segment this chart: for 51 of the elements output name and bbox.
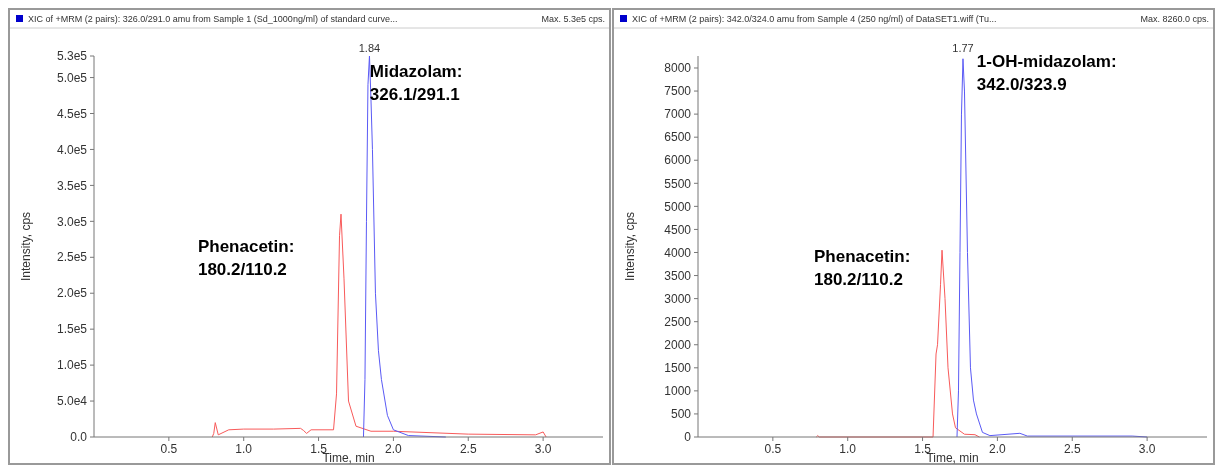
- chart-title: XIC of +MRM (2 pairs): 342.0/324.0 amu from Sample 4 (250 ng/ml) of DataSET1.wiff (Tu...: [632, 14, 997, 24]
- y-tick-label: 6000: [664, 153, 692, 168]
- y-tick-label: 4.0e5: [56, 142, 88, 157]
- y-tick-label: 5.3e5: [56, 49, 88, 64]
- chart-title: XIC of +MRM (2 pairs): 326.0/291.0 amu from Sample 1 (Sd_1000ng/ml) of standard curve...: [28, 14, 398, 24]
- annotation: Phenacetin: 180.2/110.2: [814, 246, 911, 289]
- y-tick-label: 2000: [664, 337, 692, 352]
- y-tick-label: 3.5e5: [56, 178, 88, 193]
- y-tick-label: 1.0e5: [56, 358, 88, 373]
- text: Max. 8260.0 cps.: [1140, 14, 1209, 24]
- x-tick-label: 3.0: [1138, 442, 1156, 456]
- x-tick-label: 0.5: [160, 442, 178, 456]
- x-tick-label: 2.0: [989, 442, 1007, 456]
- x-tick-label: 2.5: [459, 442, 477, 456]
- y-tick-label: 4.5e5: [56, 106, 88, 121]
- y-tick-label: 0.0: [70, 430, 88, 445]
- y-tick-label: 3500: [664, 268, 692, 283]
- y-tick-label: 8000: [664, 61, 692, 76]
- y-tick-label: 1000: [664, 384, 692, 399]
- y-tick-label: 2.5e5: [56, 250, 88, 265]
- y-tick-label: 5.0e5: [56, 70, 88, 85]
- x-tick-label: 3.0: [534, 442, 552, 456]
- y-tick-label: 5.0e4: [56, 394, 88, 409]
- y-tick-label: 5500: [664, 176, 692, 191]
- y-tick-label: 2500: [664, 314, 692, 329]
- y-tick-label: 1.5e5: [56, 322, 88, 337]
- y-tick-label: 0: [684, 430, 692, 445]
- y-tick-label: 4000: [664, 245, 692, 260]
- y-axis-title: Intensity, cps: [19, 211, 33, 282]
- annotation: Phenacetin: 180.2/110.2: [197, 237, 295, 280]
- y-tick-label: 500: [670, 407, 692, 422]
- y-tick-label: 7000: [664, 107, 692, 122]
- x-tick-label: 1.0: [235, 442, 253, 456]
- y-tick-label: 4500: [664, 222, 692, 237]
- y-tick-label: 7500: [664, 84, 692, 99]
- y-tick-label: 3.0e5: [56, 214, 88, 229]
- x-tick-label: 1.0: [839, 442, 857, 456]
- text: Max. 5.3e5 cps.: [541, 14, 605, 24]
- annotation: Midazolam: 326.1/291.1: [369, 61, 463, 104]
- x-tick-label: 0.5: [764, 442, 782, 456]
- y-tick-label: 1500: [664, 361, 692, 376]
- y-tick-label: 5000: [664, 199, 692, 214]
- x-tick-label: 2.0: [385, 442, 403, 456]
- x-tick-label: 2.5: [1063, 442, 1081, 456]
- y-axis-title: Intensity, cps: [623, 211, 637, 282]
- y-tick-label: 6500: [664, 130, 692, 145]
- annotation: 1.77: [952, 42, 974, 54]
- y-tick-label: 2.0e5: [56, 286, 88, 301]
- annotation: 1.84: [358, 42, 381, 54]
- annotation: 1-OH-midazolam: 342.0/323.9: [976, 52, 1117, 95]
- y-tick-label: 3000: [664, 291, 692, 306]
